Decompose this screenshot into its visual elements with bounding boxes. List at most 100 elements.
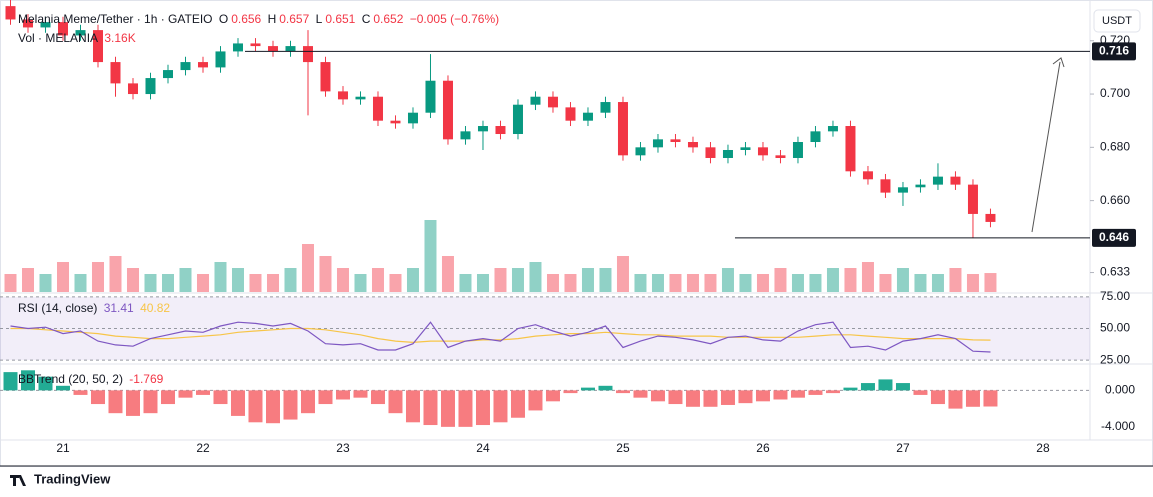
level-label: 0.716 bbox=[1099, 44, 1129, 58]
bbtrend-bar bbox=[510, 390, 525, 418]
x-tick-label: 28 bbox=[1036, 441, 1050, 455]
bbtrend-bar bbox=[720, 390, 735, 405]
candle-body bbox=[652, 139, 663, 148]
bbtrend-value: -1.769 bbox=[129, 372, 164, 386]
bbtrend-bar bbox=[633, 390, 648, 398]
currency-box bbox=[1093, 9, 1141, 33]
candle-body bbox=[985, 213, 996, 222]
y-tick-label: 0.660 bbox=[1100, 193, 1130, 207]
volume-bar bbox=[511, 268, 524, 292]
bbtrend-bar bbox=[353, 390, 368, 398]
candle-body bbox=[390, 120, 401, 124]
volume-bar bbox=[879, 274, 892, 292]
bbtrend-bar bbox=[878, 379, 893, 391]
bbtrend-bar bbox=[405, 390, 420, 423]
bbtrend-bar bbox=[738, 390, 753, 404]
candle-body bbox=[215, 51, 226, 68]
candle-body bbox=[320, 62, 331, 92]
volume-bar bbox=[809, 274, 822, 292]
candle-body bbox=[635, 147, 646, 156]
volume-bar bbox=[844, 268, 857, 292]
volume-bar bbox=[214, 262, 227, 292]
volume-bar bbox=[74, 274, 87, 292]
c-value: 0.652 bbox=[373, 12, 404, 26]
volume-bar bbox=[459, 274, 472, 292]
rsi-tick-label: 75.00 bbox=[1100, 289, 1130, 303]
volume-bar bbox=[109, 256, 122, 292]
volume-bar bbox=[581, 268, 594, 292]
candle-body bbox=[442, 80, 453, 140]
candle-body bbox=[617, 102, 628, 156]
bbtrend-bar bbox=[160, 390, 175, 405]
candle-body bbox=[75, 30, 86, 36]
rsi-line bbox=[10, 321, 991, 353]
bbtrend-bar bbox=[178, 390, 193, 398]
bbtrend-bar bbox=[703, 390, 718, 407]
volume-bar bbox=[634, 274, 647, 292]
bbtrend-bar bbox=[318, 390, 333, 405]
volume-bar bbox=[406, 268, 419, 292]
volume-bar bbox=[931, 274, 944, 292]
bbtrend-tick-label: 0.000 bbox=[1105, 383, 1135, 397]
volume-bar bbox=[144, 274, 157, 292]
candle-body bbox=[915, 184, 926, 188]
candle-body bbox=[845, 126, 856, 172]
volume-bar bbox=[424, 220, 437, 292]
rsi-legend: RSI (14, close) 31.41 40.82 bbox=[18, 301, 173, 315]
volume-bar bbox=[791, 274, 804, 292]
volume-bar bbox=[231, 268, 244, 292]
volume-bar bbox=[669, 274, 682, 292]
bbtrend-bar bbox=[38, 376, 53, 391]
candle-body bbox=[372, 96, 383, 121]
y-tick-label: 0.633 bbox=[1100, 265, 1130, 279]
candle-body bbox=[425, 80, 436, 113]
candle-body bbox=[757, 147, 768, 156]
bbtrend-bar bbox=[3, 372, 18, 391]
candle-body bbox=[40, 22, 51, 28]
bbtrend-bar bbox=[230, 390, 245, 416]
volume-bar bbox=[179, 268, 192, 292]
candle-body bbox=[705, 147, 716, 158]
bbtrend-bar bbox=[580, 387, 595, 391]
x-tick-label: 21 bbox=[56, 441, 70, 455]
volume-bar bbox=[861, 262, 874, 292]
candle-body bbox=[565, 107, 576, 121]
volume-legend: Vol · MELANIA 3.16K bbox=[18, 31, 139, 45]
level-tag bbox=[1092, 228, 1136, 247]
candle-body bbox=[670, 139, 681, 143]
volume-bar bbox=[126, 268, 139, 292]
volume-bar bbox=[319, 256, 332, 292]
y-tick-label: 0.680 bbox=[1100, 140, 1130, 154]
arrow bbox=[1031, 61, 1061, 233]
bbtrend-bar bbox=[790, 390, 805, 398]
candle-body bbox=[180, 62, 191, 71]
bbtrend-bar bbox=[283, 390, 298, 420]
volume-bar bbox=[949, 268, 962, 292]
volume-bar bbox=[529, 262, 542, 292]
candle-body bbox=[407, 112, 418, 124]
legend-header: Melania Meme/Tether · 1h · GATEIO O 0.656… bbox=[18, 12, 502, 26]
candle-body bbox=[267, 46, 278, 52]
volume-bar bbox=[4, 274, 17, 292]
volume-bar bbox=[966, 274, 979, 292]
o-label: O bbox=[218, 12, 229, 26]
bbtrend-bar bbox=[615, 390, 630, 394]
volume-bar bbox=[21, 268, 34, 292]
l-label: L bbox=[315, 12, 323, 26]
l-value: 0.651 bbox=[325, 12, 356, 26]
bbtrend-bar bbox=[948, 390, 963, 409]
volume-bar bbox=[284, 268, 297, 292]
vol-value: 3.16K bbox=[104, 31, 136, 45]
volume-bar bbox=[249, 274, 262, 292]
volume-bar bbox=[301, 244, 314, 292]
bbtrend-bar bbox=[458, 390, 473, 427]
volume-bar bbox=[774, 268, 787, 292]
candle-body bbox=[22, 19, 33, 28]
bbtrend-bar bbox=[755, 390, 770, 402]
bbtrend-bar bbox=[20, 370, 35, 391]
candle-body bbox=[162, 70, 173, 79]
candle-body bbox=[530, 96, 541, 105]
level-tag bbox=[1092, 42, 1136, 61]
bbtrend-bar bbox=[248, 390, 263, 423]
candle-body bbox=[355, 96, 366, 100]
